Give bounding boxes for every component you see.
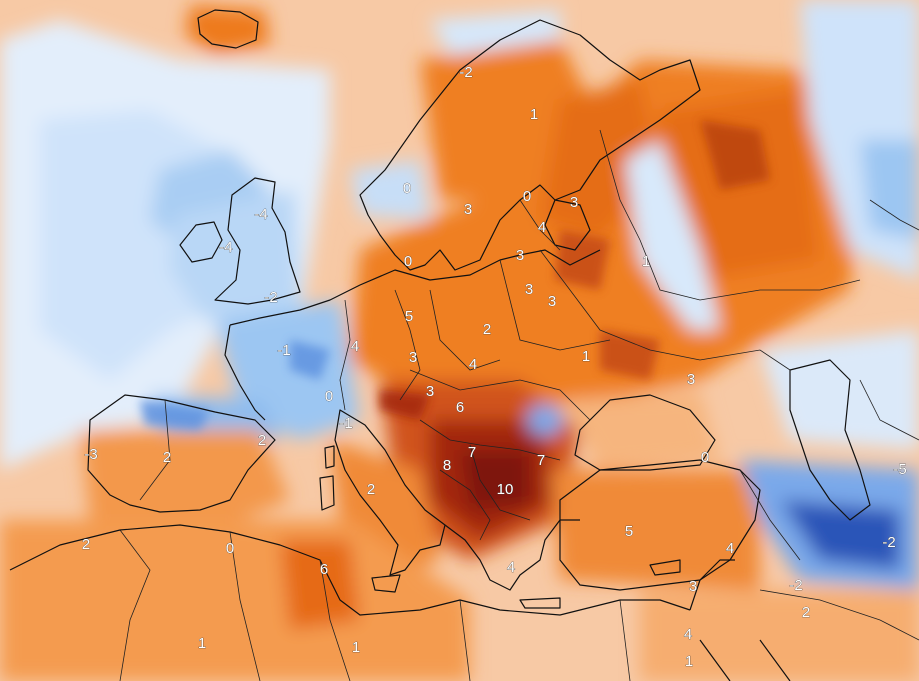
value-label: 2 xyxy=(82,536,90,553)
value-label: 5 xyxy=(625,523,633,540)
value-label: -4 xyxy=(219,239,232,256)
value-label: -1 xyxy=(277,342,290,359)
value-label: 1 xyxy=(198,635,206,652)
value-label: 4 xyxy=(507,559,515,576)
value-label: -2 xyxy=(459,64,472,81)
value-label: 8 xyxy=(443,457,451,474)
value-label: 10 xyxy=(497,481,514,498)
value-label: 4 xyxy=(726,540,734,557)
coastlines xyxy=(9,9,871,681)
value-label: 2 xyxy=(367,481,375,498)
value-label: 1 xyxy=(642,253,650,270)
value-label: 4 xyxy=(538,219,546,236)
value-label: -2 xyxy=(264,289,277,306)
value-label: -2 xyxy=(789,577,802,594)
value-label: -5 xyxy=(893,461,906,478)
value-label: 3 xyxy=(516,247,524,264)
value-label: 6 xyxy=(320,561,328,578)
value-label: 3 xyxy=(689,578,697,595)
value-label: 2 xyxy=(483,321,491,338)
value-label: 0 xyxy=(404,253,412,270)
value-label: 2 xyxy=(163,449,171,466)
value-label: 0 xyxy=(523,188,531,205)
value-label: 6 xyxy=(456,399,464,416)
value-label: 1 xyxy=(352,639,360,656)
value-label: 3 xyxy=(687,371,695,388)
value-label: 2 xyxy=(802,604,810,621)
value-label: 3 xyxy=(426,383,434,400)
value-label: 0 xyxy=(325,388,333,405)
value-label: -4 xyxy=(254,206,267,223)
value-label: -2 xyxy=(882,534,895,551)
value-label: 3 xyxy=(570,194,578,211)
value-label: -1 xyxy=(339,415,352,432)
value-label: 4 xyxy=(684,626,692,643)
value-label: 7 xyxy=(468,444,476,461)
value-label: 3 xyxy=(464,201,472,218)
value-label: 3 xyxy=(525,281,533,298)
value-label: 4 xyxy=(469,356,477,373)
value-label: 0 xyxy=(226,540,234,557)
value-label: 1 xyxy=(685,653,693,670)
value-label: -3 xyxy=(84,446,97,463)
value-label: 7 xyxy=(537,452,545,469)
value-label: 0 xyxy=(403,180,411,197)
country-borders xyxy=(119,129,919,681)
value-label: 1 xyxy=(530,106,538,123)
value-label: 3 xyxy=(548,293,556,310)
value-label: 0 xyxy=(701,449,709,466)
value-label: 3 xyxy=(409,349,417,366)
value-label: 5 xyxy=(405,308,413,325)
value-label: 1 xyxy=(582,348,590,365)
value-label: 4 xyxy=(351,338,359,355)
value-label: 2 xyxy=(258,432,266,449)
